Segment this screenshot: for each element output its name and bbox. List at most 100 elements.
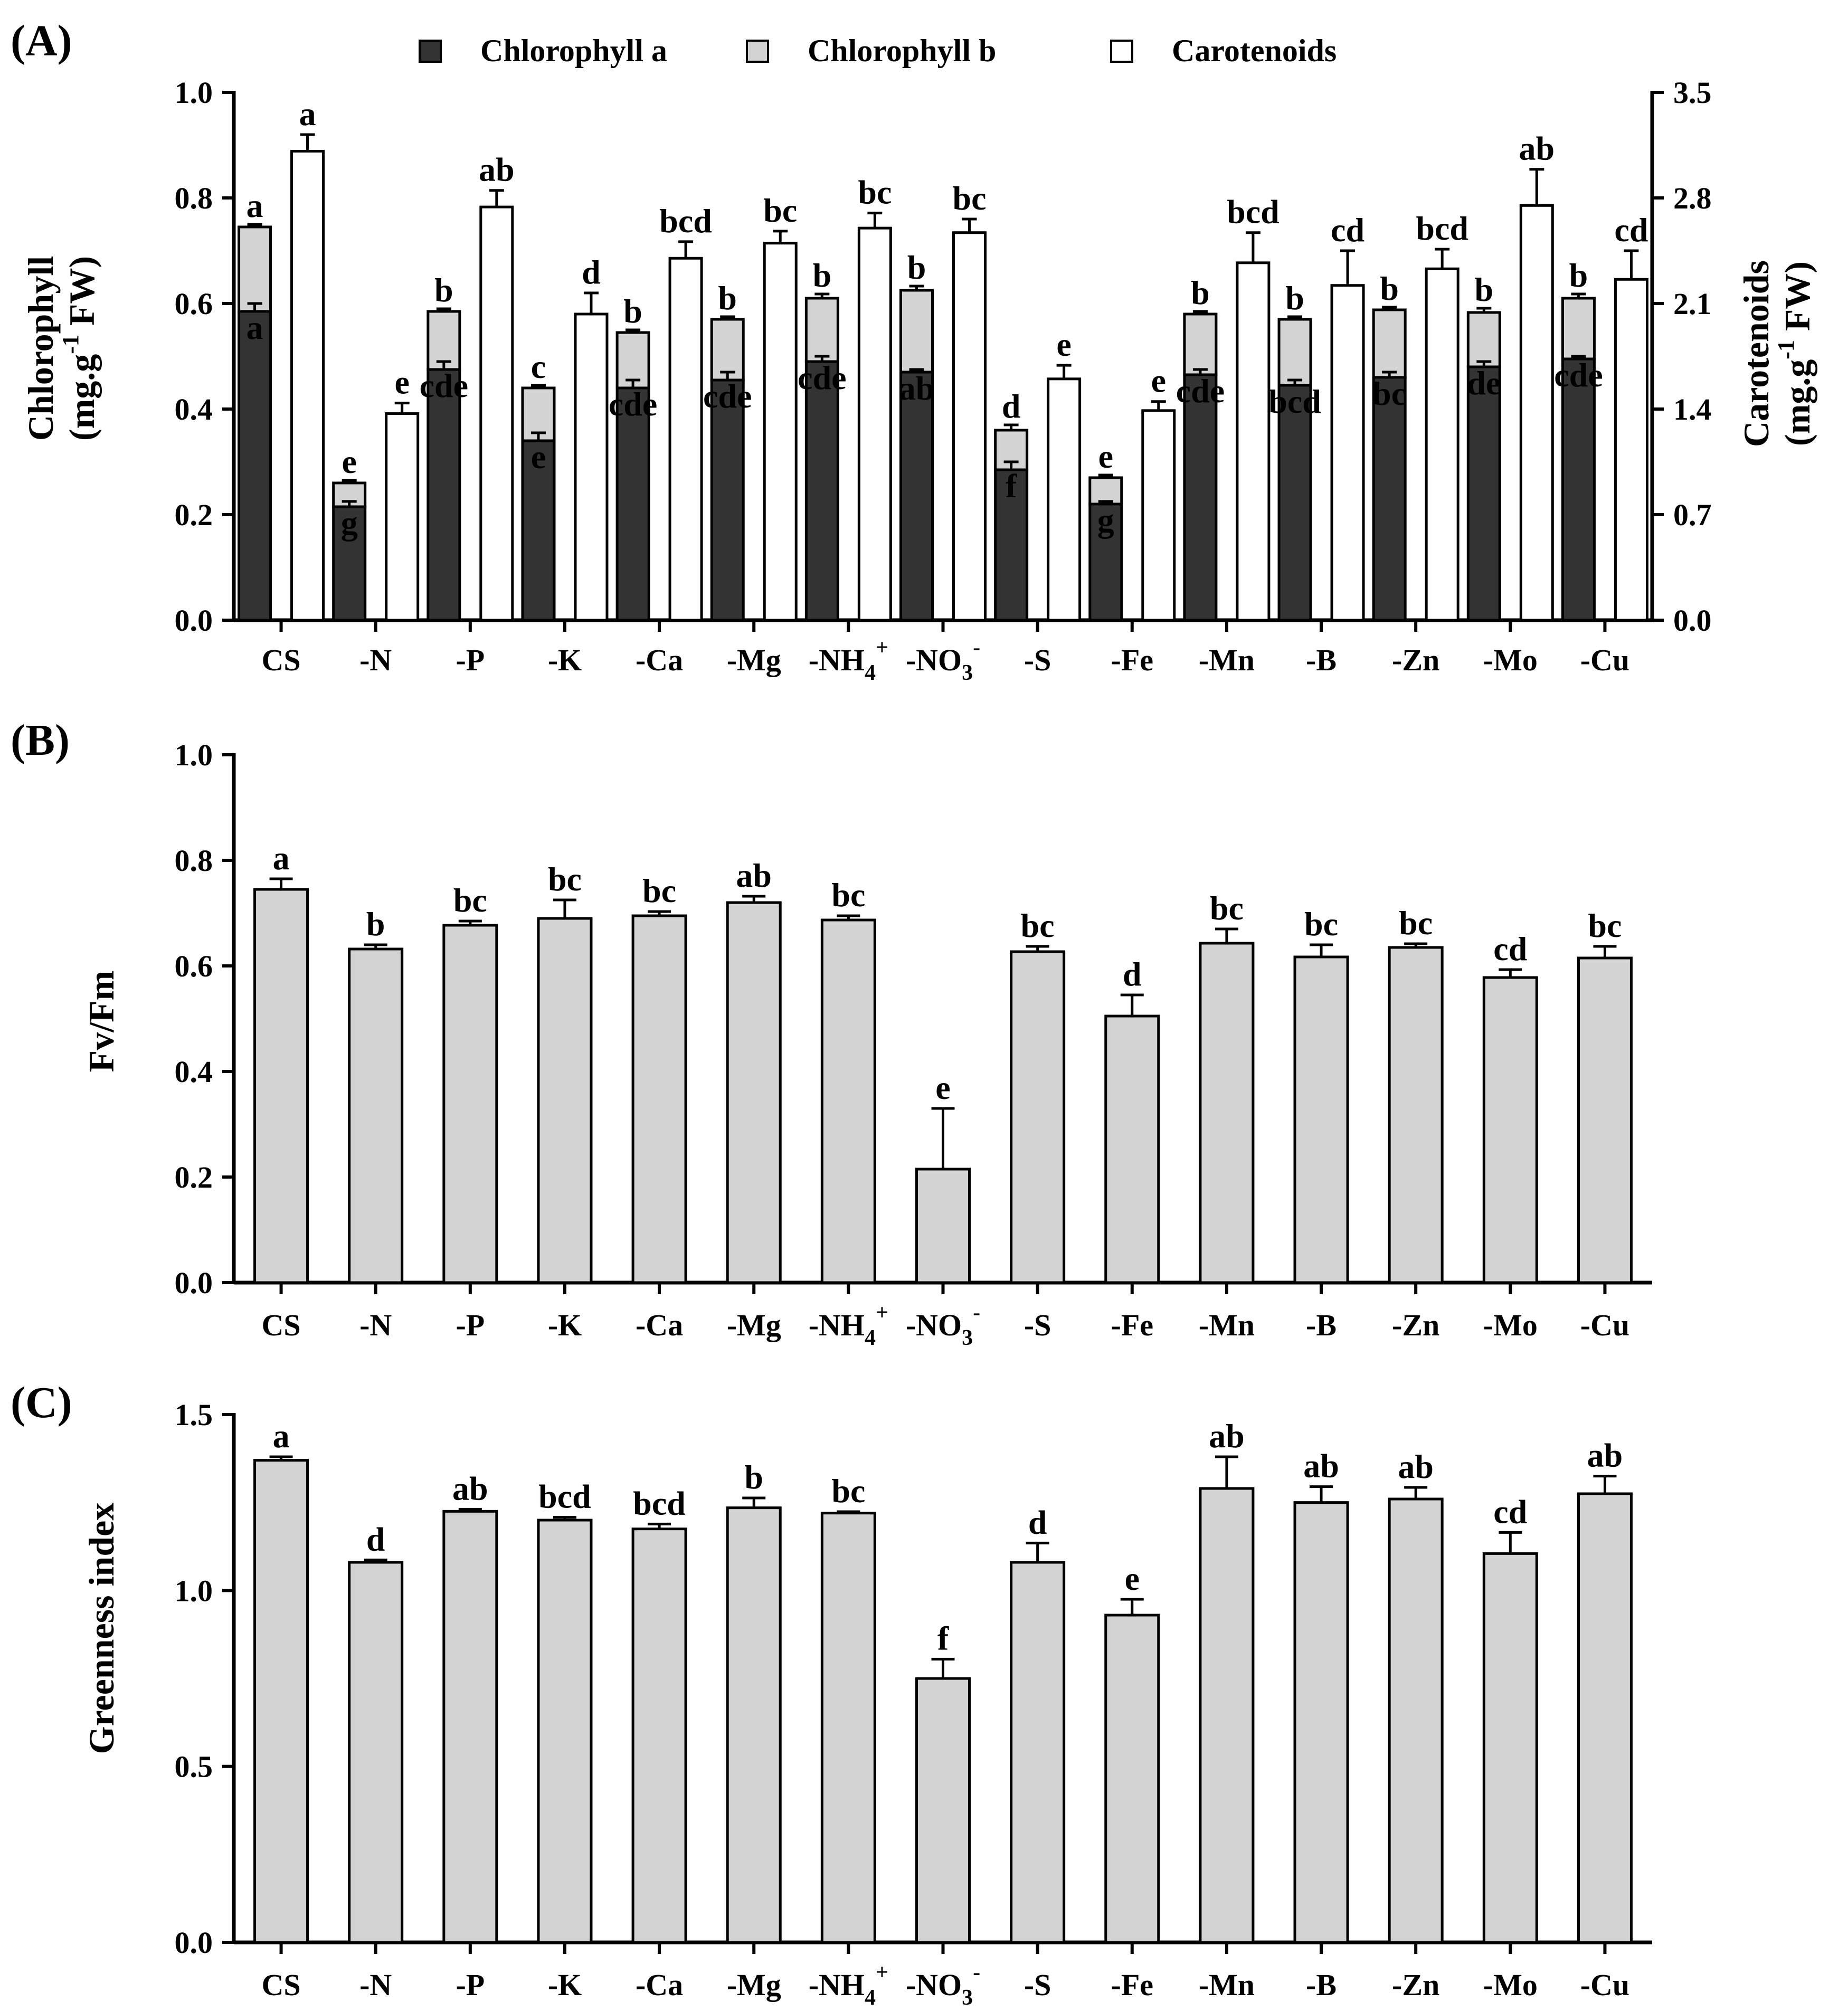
y2-tick-label: 2.1	[1673, 287, 1712, 321]
x-tick-label: CS	[261, 1308, 300, 1342]
x-tick-label: -Ca	[636, 1968, 683, 2002]
bar-chlorophyll-a	[1466, 365, 1501, 622]
bar-chlorophyll-a	[1277, 384, 1312, 622]
sig-letter-chlorophyll-b: b	[813, 257, 832, 294]
sig-letter-carotenoids: bc	[953, 179, 987, 217]
bar-value	[726, 901, 782, 1284]
sig-letter-carotenoids: bc	[763, 192, 797, 229]
sig-letter: bc	[1021, 907, 1055, 944]
bar-chlorophyll-a	[899, 371, 934, 622]
sig-letter-chlorophyll-a: a	[247, 309, 263, 346]
y-tick-label: 0.2	[175, 1160, 213, 1194]
sig-letter-chlorophyll-b: a	[247, 187, 263, 224]
panel-b-ylabel-group: Fv/Fm	[81, 971, 121, 1073]
x-tick-label: -Cu	[1580, 1968, 1629, 2002]
bar-value	[915, 1168, 971, 1284]
sig-letter-chlorophyll-a: bc	[1372, 375, 1406, 412]
bar-chlorophyll-a	[332, 505, 367, 622]
sig-letter-chlorophyll-a: cde	[703, 377, 752, 415]
sig-letter-chlorophyll-a: cde	[609, 385, 657, 423]
x-tick-label: -Cu	[1580, 1308, 1629, 1342]
x-tick-label: -Mn	[1199, 643, 1255, 677]
x-tick-label: -NO3-	[906, 1301, 980, 1350]
panel-label-b: (B)	[11, 716, 70, 765]
sig-letter: a	[273, 839, 290, 877]
y-tick-label: 0.0	[175, 1925, 213, 1960]
x-tick-label: -Mg	[727, 1308, 781, 1342]
sig-letter-chlorophyll-a: cde	[1554, 356, 1603, 394]
chart-marks: 0.0 0.2 0.4 0.6 0.8 1.0 0.0 0.7 1.4 2.1 2.8 3.5 CS -N…	[175, 75, 1712, 2010]
sig-letter-carotenoids: ab	[1519, 130, 1555, 167]
bar-chlorophyll-a	[615, 386, 650, 622]
bar-carotenoids	[668, 257, 703, 622]
x-tick-label: -NO3-	[906, 1960, 980, 2010]
bar-chlorophyll-b	[899, 289, 934, 374]
bar-chlorophyll-a	[1561, 357, 1596, 622]
legend-label-carot: Carotenoids	[1172, 33, 1337, 68]
y-tick-label: 0.0	[175, 1266, 213, 1300]
sig-letter-chlorophyll-b: b	[718, 279, 737, 317]
sig-letter-chlorophyll-b: c	[531, 348, 546, 385]
bar-value	[631, 914, 687, 1284]
x-tick-label: -B	[1306, 1968, 1337, 2002]
bar-value	[1482, 976, 1538, 1284]
legend-swatch-chl-b	[746, 40, 769, 63]
y-tick-label: 0.5	[175, 1750, 213, 1784]
x-tick-label: -Mo	[1483, 643, 1538, 677]
sig-letter: e	[935, 1069, 950, 1106]
x-tick-label: -Mo	[1483, 1968, 1538, 2002]
bar-value	[820, 918, 876, 1284]
panel-c-bars: a d ab bcd bcd b bc f d e ab ab ab cd ab	[253, 1417, 1633, 1944]
x-tick-label: -Fe	[1111, 1308, 1154, 1342]
sig-letter: d	[1123, 955, 1142, 993]
sig-letter-chlorophyll-b: b	[1285, 279, 1304, 317]
sig-letter-carotenoids: e	[394, 364, 409, 401]
bar-carotenoids	[952, 231, 987, 622]
legend-swatch-carot	[1110, 40, 1133, 63]
sig-letter-chlorophyll-b: b	[434, 271, 453, 309]
bar-carotenoids	[1141, 409, 1176, 622]
bar-value	[537, 917, 593, 1284]
sig-letter: cd	[1493, 1493, 1527, 1530]
sig-letter-chlorophyll-a: e	[531, 438, 546, 476]
y-tick-label: 0.0	[175, 603, 213, 638]
sig-letter-carotenoids: a	[299, 95, 316, 132]
y-tick-label: 1.5	[175, 1398, 213, 1432]
bar-carotenoids	[857, 226, 892, 622]
bar-value	[442, 924, 498, 1284]
bar-value	[1577, 956, 1633, 1284]
bar-value	[726, 1506, 782, 1944]
legend-label-chl-b: Chlorophyll b	[808, 33, 996, 68]
y-tick-label: 0.6	[175, 287, 213, 321]
x-tick-label: -Zn	[1392, 1968, 1439, 2002]
bar-value	[1388, 946, 1444, 1284]
y2-tick-label: 0.7	[1673, 498, 1712, 532]
sig-letter-chlorophyll-a: g	[1097, 501, 1114, 539]
x-tick-label: -Ca	[636, 643, 683, 677]
sig-letter-carotenoids: e	[1151, 362, 1166, 400]
y-tick-label: 1.0	[175, 1573, 213, 1608]
panel-a-ylabel-line2: (mg.g-1 FW)	[58, 256, 102, 441]
bar-value	[1104, 1014, 1160, 1284]
sig-letter: bc	[453, 881, 487, 919]
bar-chlorophyll-b	[804, 297, 839, 363]
sig-letter: bc	[1588, 907, 1622, 944]
x-tick-label: -P	[456, 643, 485, 677]
sig-letter: bc	[642, 872, 676, 909]
panel-a-ylabel-line2-sup: -1	[58, 335, 83, 354]
sig-letter: b	[744, 1458, 763, 1496]
bar-chlorophyll-b	[1277, 318, 1312, 387]
panel-a-ylabel-line2-post: FW)	[62, 256, 102, 335]
bar-chlorophyll-b	[1561, 297, 1596, 361]
bar-chlorophyll-a	[710, 378, 745, 622]
sig-letter: d	[366, 1520, 385, 1558]
panel-a-ylabel-group: Chlorophyll (mg.g-1 FW)	[21, 256, 102, 441]
panel-c-ylabel-group: Greenness index	[81, 1503, 121, 1754]
panel-a-y2label-line2-post: FW)	[1777, 261, 1817, 340]
sig-letter: b	[366, 905, 385, 943]
sig-letter-chlorophyll-b: b	[1475, 271, 1494, 308]
bar-value	[1010, 1561, 1066, 1944]
x-tick-label: -Mn	[1199, 1968, 1255, 2002]
y-tick-label: 0.6	[175, 949, 213, 983]
x-tick-label: -K	[548, 1968, 582, 2002]
